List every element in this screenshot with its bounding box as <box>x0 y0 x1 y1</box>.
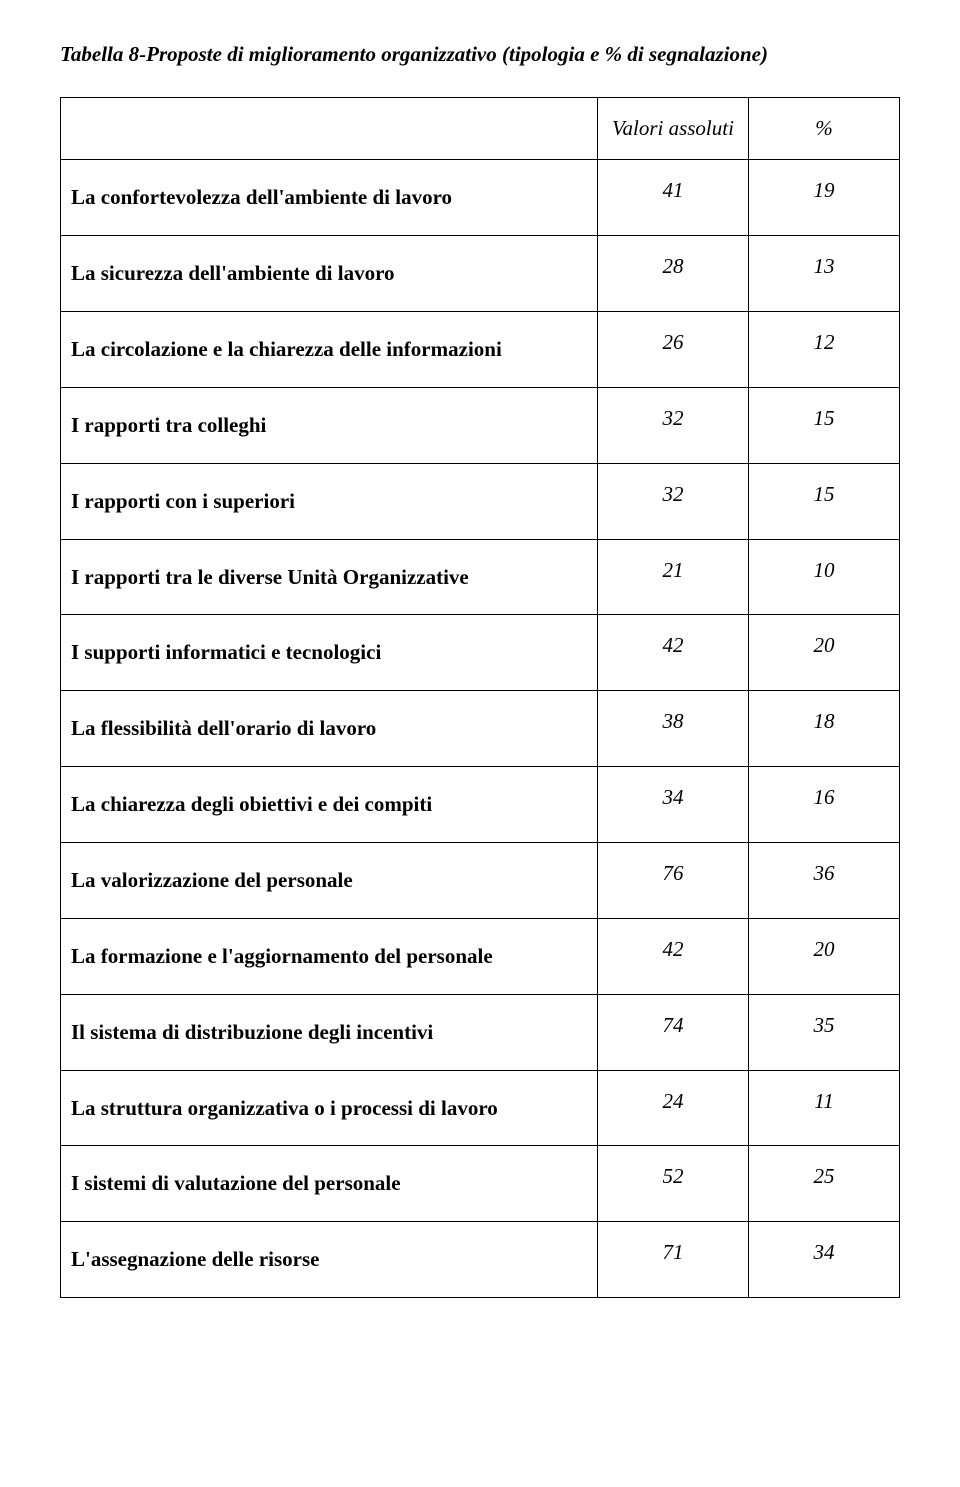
row-percent: 13 <box>748 236 899 312</box>
table-row: La confortevolezza dell'ambiente di lavo… <box>61 160 900 236</box>
page: Tabella 8-Proposte di miglioramento orga… <box>0 0 960 1358</box>
row-percent: 25 <box>748 1146 899 1222</box>
table-row: L'assegnazione delle risorse 71 34 <box>61 1222 900 1298</box>
row-label: La struttura organizzativa o i processi … <box>61 1070 598 1146</box>
row-label: Il sistema di distribuzione degli incent… <box>61 994 598 1070</box>
row-percent: 11 <box>748 1070 899 1146</box>
row-label: La chiarezza degli obiettivi e dei compi… <box>61 767 598 843</box>
row-label: La confortevolezza dell'ambiente di lavo… <box>61 160 598 236</box>
data-table: Valori assoluti % La confortevolezza del… <box>60 97 900 1298</box>
table-title: Tabella 8-Proposte di miglioramento orga… <box>60 40 900 69</box>
row-value: 28 <box>597 236 748 312</box>
row-value: 52 <box>597 1146 748 1222</box>
row-value: 26 <box>597 312 748 388</box>
row-percent: 19 <box>748 160 899 236</box>
table-row: I supporti informatici e tecnologici 42 … <box>61 615 900 691</box>
table-header-row: Valori assoluti % <box>61 98 900 160</box>
row-value: 42 <box>597 918 748 994</box>
table-row: I sistemi di valutazione del personale 5… <box>61 1146 900 1222</box>
row-label: I rapporti tra colleghi <box>61 387 598 463</box>
row-label: I rapporti tra le diverse Unità Organizz… <box>61 539 598 615</box>
table-row: La formazione e l'aggiornamento del pers… <box>61 918 900 994</box>
row-percent: 18 <box>748 691 899 767</box>
row-label: La sicurezza dell'ambiente di lavoro <box>61 236 598 312</box>
row-percent: 20 <box>748 615 899 691</box>
row-percent: 36 <box>748 842 899 918</box>
table-row: I rapporti tra colleghi 32 15 <box>61 387 900 463</box>
row-label: La circolazione e la chiarezza delle inf… <box>61 312 598 388</box>
row-percent: 12 <box>748 312 899 388</box>
row-value: 32 <box>597 387 748 463</box>
row-value: 76 <box>597 842 748 918</box>
row-percent: 16 <box>748 767 899 843</box>
row-value: 34 <box>597 767 748 843</box>
table-row: La struttura organizzativa o i processi … <box>61 1070 900 1146</box>
row-percent: 15 <box>748 387 899 463</box>
header-values: Valori assoluti <box>597 98 748 160</box>
row-label: I supporti informatici e tecnologici <box>61 615 598 691</box>
row-percent: 34 <box>748 1222 899 1298</box>
row-value: 74 <box>597 994 748 1070</box>
row-percent: 10 <box>748 539 899 615</box>
row-label: La valorizzazione del personale <box>61 842 598 918</box>
row-value: 41 <box>597 160 748 236</box>
table-row: I rapporti con i superiori 32 15 <box>61 463 900 539</box>
row-value: 24 <box>597 1070 748 1146</box>
row-label: La formazione e l'aggiornamento del pers… <box>61 918 598 994</box>
table-row: La sicurezza dell'ambiente di lavoro 28 … <box>61 236 900 312</box>
row-percent: 35 <box>748 994 899 1070</box>
row-percent: 15 <box>748 463 899 539</box>
header-empty <box>61 98 598 160</box>
row-label: I sistemi di valutazione del personale <box>61 1146 598 1222</box>
table-row: Il sistema di distribuzione degli incent… <box>61 994 900 1070</box>
row-value: 38 <box>597 691 748 767</box>
row-label: L'assegnazione delle risorse <box>61 1222 598 1298</box>
row-percent: 20 <box>748 918 899 994</box>
header-percent: % <box>748 98 899 160</box>
table-row: La flessibilità dell'orario di lavoro 38… <box>61 691 900 767</box>
table-row: La chiarezza degli obiettivi e dei compi… <box>61 767 900 843</box>
row-value: 42 <box>597 615 748 691</box>
row-value: 71 <box>597 1222 748 1298</box>
table-row: La valorizzazione del personale 76 36 <box>61 842 900 918</box>
row-label: La flessibilità dell'orario di lavoro <box>61 691 598 767</box>
table-row: La circolazione e la chiarezza delle inf… <box>61 312 900 388</box>
row-label: I rapporti con i superiori <box>61 463 598 539</box>
row-value: 21 <box>597 539 748 615</box>
row-value: 32 <box>597 463 748 539</box>
table-row: I rapporti tra le diverse Unità Organizz… <box>61 539 900 615</box>
